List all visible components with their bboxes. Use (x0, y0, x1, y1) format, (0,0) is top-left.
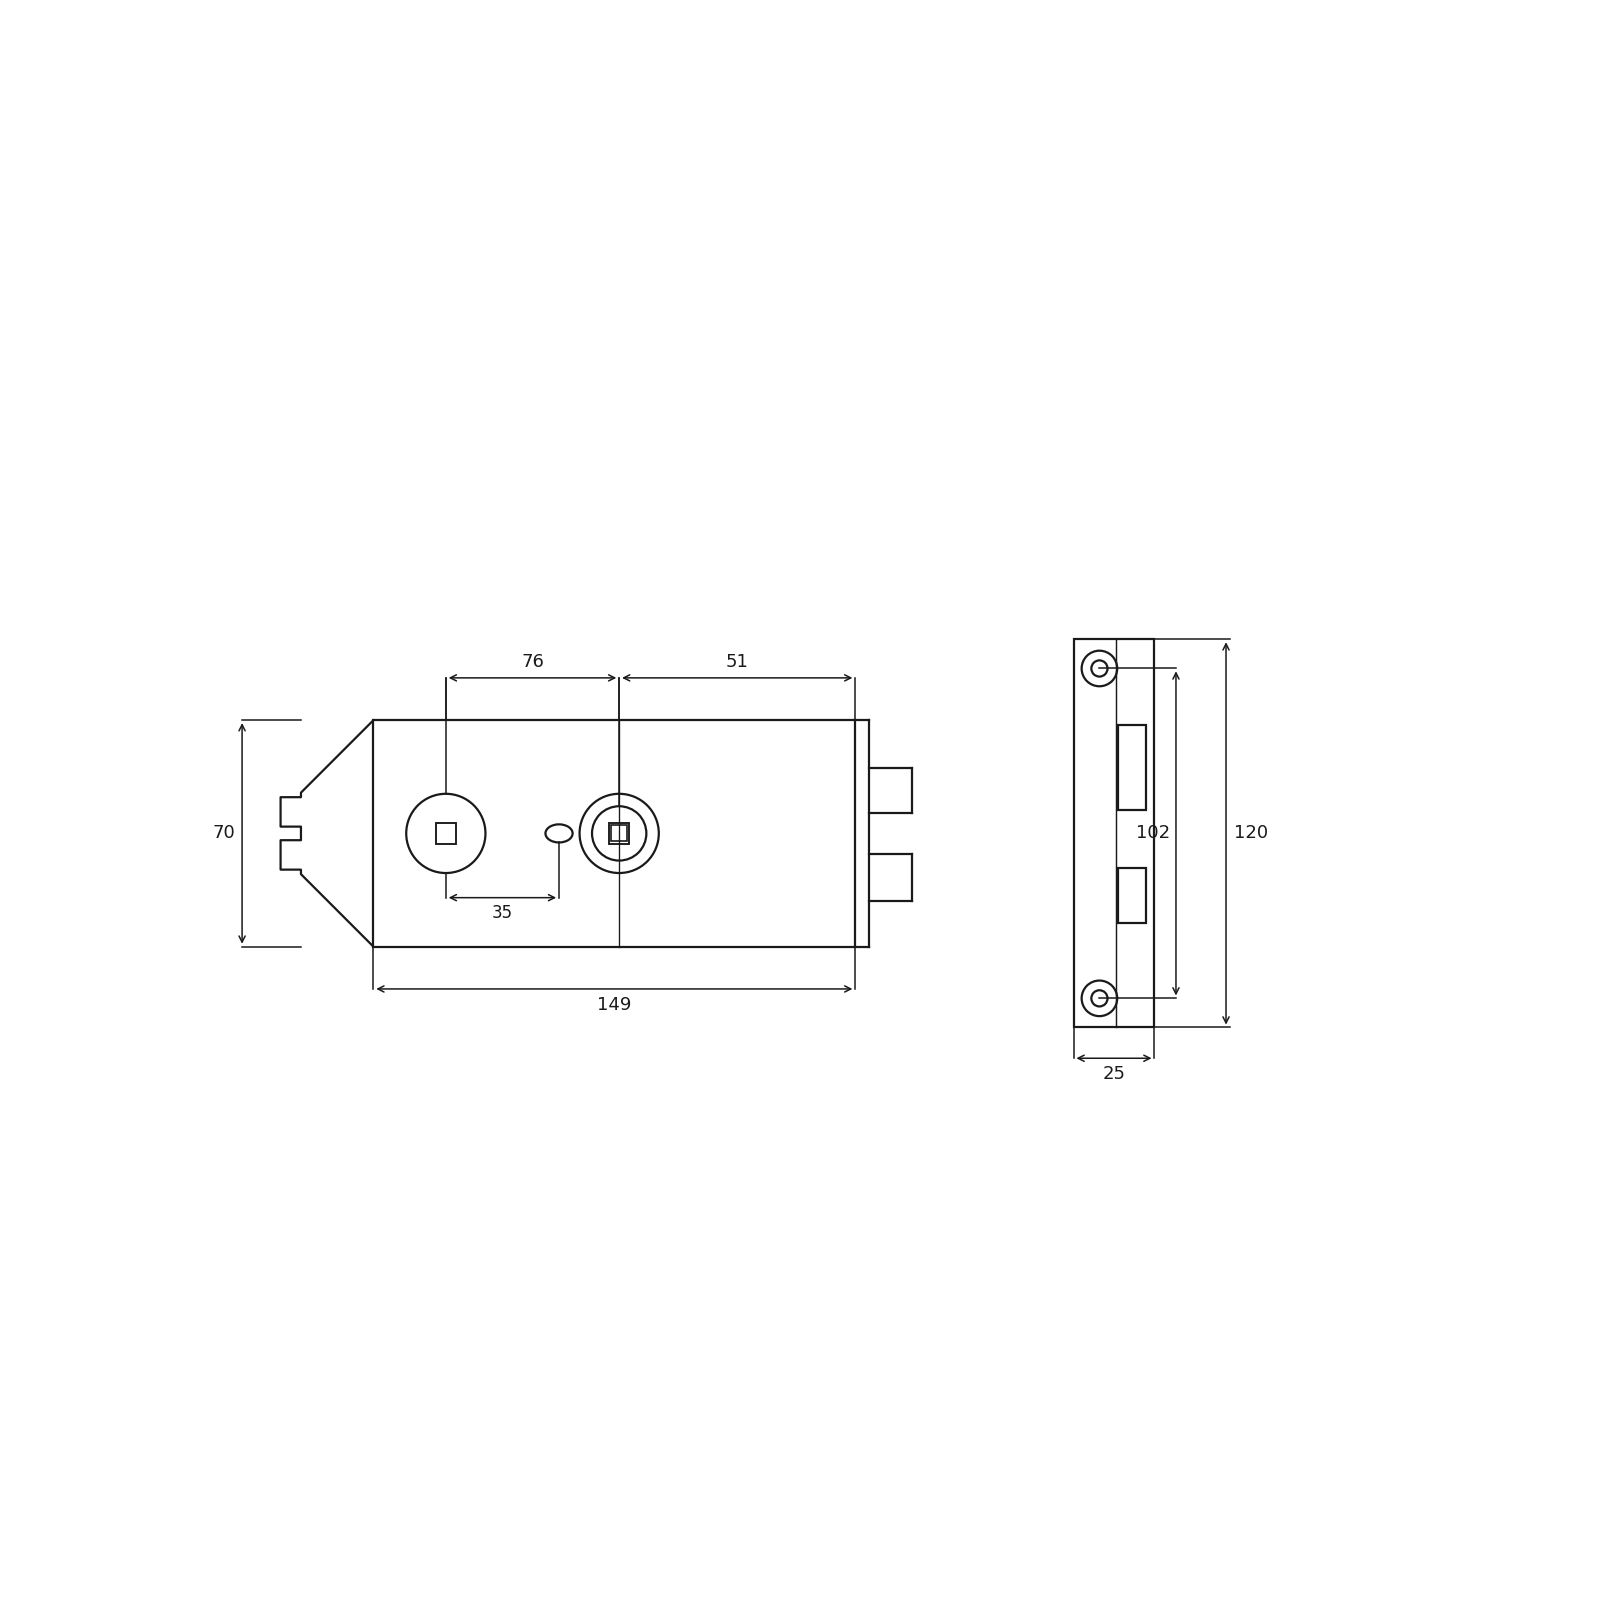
Text: 35: 35 (491, 904, 514, 922)
Text: 70: 70 (213, 824, 235, 843)
Bar (611, 826, 627, 842)
Bar (373, 720, 856, 947)
Bar (1118, 725, 1146, 810)
Bar (1118, 869, 1146, 923)
Text: 149: 149 (597, 995, 632, 1014)
Bar (435, 824, 456, 843)
Bar (610, 824, 629, 843)
Text: 25: 25 (1102, 1066, 1125, 1083)
Text: 76: 76 (522, 653, 544, 670)
Bar (1074, 640, 1155, 1027)
Text: 102: 102 (1136, 824, 1171, 843)
Text: 51: 51 (726, 653, 749, 670)
Text: 120: 120 (1234, 824, 1267, 843)
